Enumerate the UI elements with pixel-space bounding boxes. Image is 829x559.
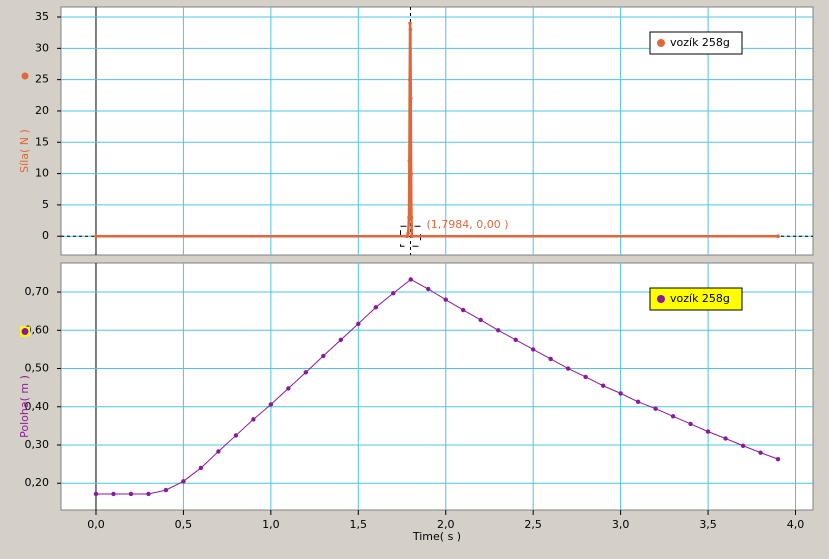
data-point (776, 234, 780, 239)
data-point (478, 317, 483, 323)
data-point (405, 234, 410, 239)
y-tick-label: 0,60 (25, 323, 50, 336)
y-tick-label: 35 (35, 10, 49, 23)
data-point (670, 414, 676, 419)
data-point (583, 374, 588, 380)
data-point (406, 231, 410, 235)
data-point (356, 321, 361, 326)
y-tick-label: 5 (42, 198, 49, 211)
data-point (705, 429, 711, 434)
y-axis-title: Poloha( m ) (18, 375, 31, 438)
data-point (408, 96, 413, 101)
data-point (723, 436, 728, 441)
y-tick-label: 30 (35, 41, 49, 54)
legend-label: vozík 258g (670, 36, 730, 49)
data-point (128, 491, 134, 497)
y-tick-label: 25 (35, 73, 49, 86)
y-tick-label: 0,50 (25, 362, 50, 375)
data-point (391, 291, 396, 296)
legend-box (649, 31, 743, 55)
data-point (740, 443, 746, 448)
data-point (251, 417, 256, 422)
legend-marker (657, 39, 665, 47)
data-point (373, 305, 378, 310)
data-point (268, 402, 274, 407)
legend-marker (657, 295, 665, 303)
x-tick-label: 3,5 (699, 518, 717, 531)
legend-box (649, 287, 743, 311)
series-line (95, 278, 779, 495)
x-tick-label: 1,5 (350, 518, 368, 531)
data-point (409, 171, 413, 176)
y-tick-label: 0 (42, 229, 49, 242)
data-point (461, 307, 466, 313)
x-axis-title: Time( s ) (412, 530, 461, 543)
x-tick-label: 2,0 (437, 518, 455, 531)
y-tick-label: 15 (35, 135, 49, 148)
data-point (198, 465, 204, 471)
data-point (565, 366, 571, 371)
data-point (338, 337, 344, 343)
data-point (408, 21, 412, 26)
data-point (111, 491, 116, 497)
data-point (94, 234, 98, 239)
x-tick-label: 0,0 (87, 518, 105, 531)
data-point (286, 386, 291, 391)
data-point (407, 77, 412, 82)
y-tick-label: 20 (35, 104, 49, 117)
y-tick-label: 0,70 (25, 285, 50, 298)
x-tick-label: 1,0 (262, 518, 280, 531)
data-point (408, 277, 413, 282)
y-tick-label: 0,40 (25, 400, 50, 413)
data-point (496, 328, 501, 333)
data-point (233, 433, 239, 438)
data-point (635, 399, 641, 404)
data-point (410, 234, 414, 239)
data-point (181, 479, 186, 484)
data-point (163, 487, 169, 493)
x-tick-label: 2,5 (524, 518, 542, 531)
y-tick-label: 0,20 (25, 476, 50, 489)
y-axis-title: Síla( N ) (18, 129, 31, 173)
data-point (530, 347, 536, 352)
data-point (618, 391, 623, 396)
data-point (548, 356, 553, 362)
data-point (426, 286, 431, 292)
data-point (303, 370, 309, 375)
data-point (443, 297, 448, 302)
y-tick-label: 10 (35, 167, 49, 180)
data-point (146, 491, 151, 497)
data-point (409, 215, 414, 220)
legend-label: vozík 258g (670, 292, 730, 305)
data-point (600, 383, 606, 388)
data-point (653, 406, 658, 411)
x-tick-label: 3,0 (612, 518, 630, 531)
data-point (93, 491, 99, 497)
axis-icon-dot (21, 72, 29, 80)
data-point (216, 449, 221, 454)
y-tick-label: 0,30 (25, 438, 50, 451)
data-point (321, 353, 326, 359)
data-point (407, 159, 412, 163)
x-tick-label: 4,0 (787, 518, 805, 531)
data-point (513, 337, 518, 343)
x-tick-label: 0,5 (175, 518, 193, 531)
data-point (758, 450, 763, 455)
cursor-label: (1,7984, 0,00 ) (426, 218, 508, 231)
axis-icon-dot (21, 328, 29, 335)
data-point (408, 27, 413, 32)
data-point (775, 456, 781, 462)
data-point (688, 421, 693, 427)
